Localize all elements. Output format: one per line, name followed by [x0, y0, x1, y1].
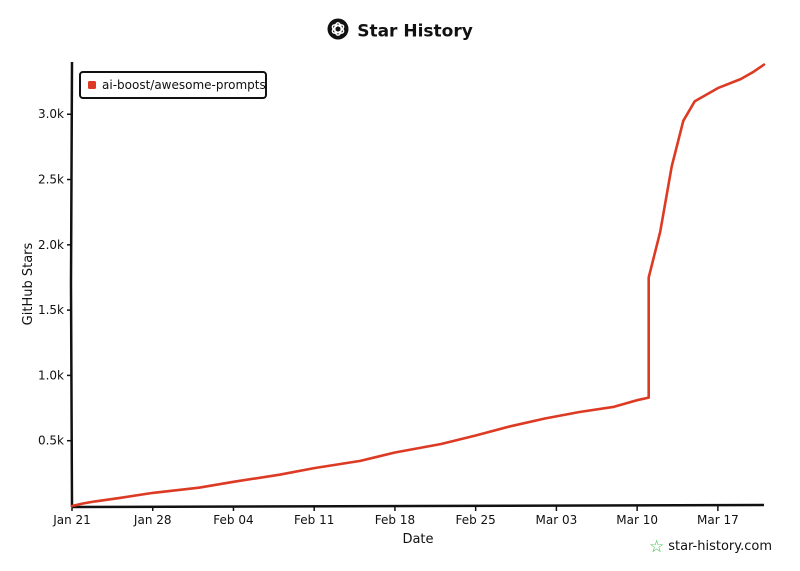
y-tick-label: 2.5k [38, 173, 64, 187]
data-point [71, 505, 73, 507]
data-point [544, 417, 546, 420]
data-point [394, 451, 396, 454]
y-tick-label: 2.0k [38, 238, 64, 252]
legend-swatch [88, 81, 96, 89]
watermark[interactable]: ☆ star-history.com [649, 537, 772, 557]
x-tick-label: Jan 21 [52, 513, 91, 527]
chart-title: Star History [0, 18, 800, 45]
data-point [509, 425, 511, 427]
data-point [671, 165, 673, 168]
x-tick-label: Jan 28 [133, 513, 172, 527]
data-point [82, 502, 85, 504]
x-tick-label: Feb 18 [375, 513, 415, 527]
data-point [648, 276, 650, 279]
x-axis-line [71, 503, 765, 509]
y-tick-label: 3.0k [38, 107, 64, 121]
x-axis-title: Date [402, 532, 433, 547]
data-point [359, 460, 361, 462]
github-logo-icon [327, 18, 349, 45]
data-point [313, 467, 315, 469]
x-tick-label: Mar 03 [536, 513, 578, 527]
data-point [613, 406, 615, 408]
x-tick-label: Feb 11 [294, 513, 334, 527]
data-point [440, 443, 442, 445]
x-tick-label: Feb 25 [455, 513, 495, 527]
chart-title-text: Star History [357, 21, 473, 42]
data-point [740, 78, 742, 80]
data-point [694, 100, 696, 102]
data-point [94, 500, 96, 502]
data-point [717, 87, 719, 89]
y-tick-label: 1.5k [38, 303, 64, 317]
data-point [648, 397, 650, 399]
data-point [198, 487, 200, 489]
legend-label: ai-boost/awesome-prompts [102, 78, 266, 92]
y-axis-line [69, 61, 74, 508]
star-icon: ☆ [648, 537, 665, 557]
data-point [475, 434, 477, 437]
y-tick-label: 0.5k [38, 434, 64, 448]
legend-box [79, 71, 267, 99]
data-point [763, 64, 765, 66]
y-tick-label: 1.0k [38, 368, 64, 382]
x-tick-label: Feb 04 [213, 513, 253, 527]
data-point [682, 120, 684, 122]
x-tick-label: Mar 10 [616, 513, 658, 527]
data-point [117, 497, 119, 499]
data-point [152, 492, 154, 494]
data-point [636, 399, 638, 401]
data-point [232, 481, 235, 483]
data-point [659, 231, 661, 233]
y-axis-title: GitHub Stars [21, 242, 36, 325]
data-point [578, 411, 581, 413]
data-point [279, 474, 281, 476]
watermark-text: star-history.com [668, 539, 772, 554]
series-line [70, 63, 766, 508]
data-point [751, 71, 754, 73]
x-tick-label: Mar 17 [697, 513, 739, 527]
